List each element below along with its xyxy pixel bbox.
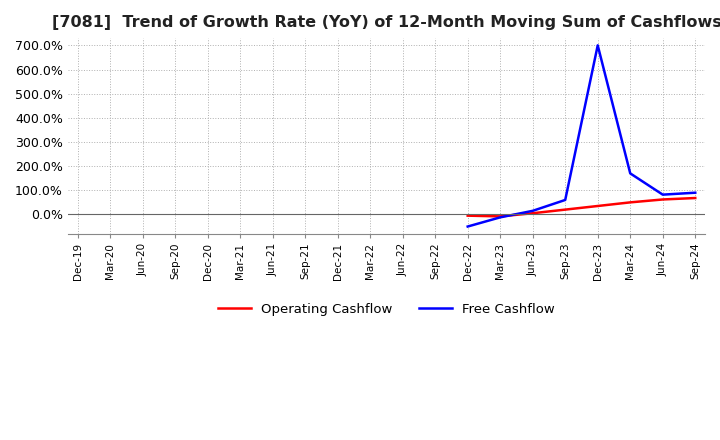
Operating Cashflow [691, 195, 700, 201]
Free Cashflow [496, 215, 505, 220]
Operating Cashflow [658, 197, 667, 202]
Free Cashflow [626, 171, 634, 176]
Title: [7081]  Trend of Growth Rate (YoY) of 12-Month Moving Sum of Cashflows: [7081] Trend of Growth Rate (YoY) of 12-… [52, 15, 720, 30]
Operating Cashflow [561, 207, 570, 212]
Free Cashflow [528, 208, 537, 213]
Free Cashflow [691, 190, 700, 195]
Free Cashflow [593, 43, 602, 48]
Operating Cashflow [528, 211, 537, 216]
Legend: Operating Cashflow, Free Cashflow: Operating Cashflow, Free Cashflow [212, 297, 560, 321]
Operating Cashflow [464, 213, 472, 218]
Line: Operating Cashflow: Operating Cashflow [468, 198, 696, 216]
Operating Cashflow [496, 214, 505, 219]
Operating Cashflow [593, 203, 602, 209]
Free Cashflow [464, 224, 472, 229]
Free Cashflow [561, 197, 570, 202]
Line: Free Cashflow: Free Cashflow [468, 45, 696, 227]
Free Cashflow [658, 192, 667, 197]
Operating Cashflow [626, 200, 634, 205]
